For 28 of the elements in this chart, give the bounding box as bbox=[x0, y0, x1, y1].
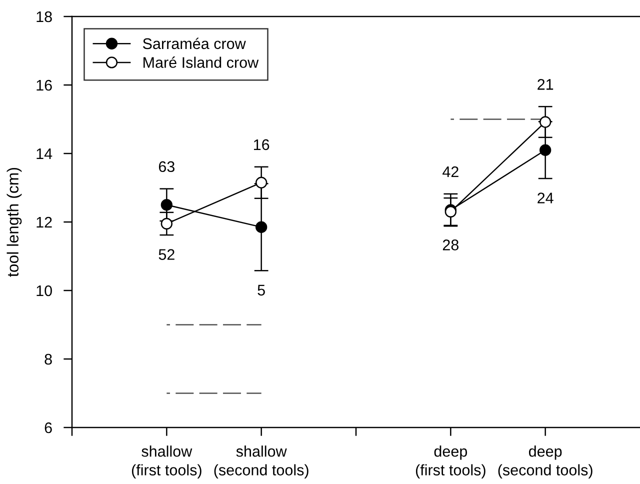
x-tick-label: shallow (first tools) bbox=[132, 446, 202, 478]
point bbox=[256, 176, 268, 188]
y-tick-label: 10 bbox=[36, 285, 52, 296]
point bbox=[540, 116, 552, 128]
point bbox=[256, 221, 268, 233]
y-tick-label: 14 bbox=[36, 148, 52, 160]
annotation: 5 bbox=[258, 284, 265, 296]
y-axis-title: tool length (cm) bbox=[6, 168, 22, 277]
y-tick-label: 18 bbox=[36, 11, 52, 22]
y-tick-label: 8 bbox=[44, 354, 52, 365]
y-tick-label: 12 bbox=[36, 216, 52, 228]
x-tick-label: deep (first tools) bbox=[416, 446, 486, 478]
annotation: 28 bbox=[442, 240, 458, 250]
annotation: 63 bbox=[158, 161, 174, 172]
point bbox=[540, 144, 552, 156]
annotation: 21 bbox=[538, 79, 554, 90]
point bbox=[160, 218, 172, 230]
y-tick-label: 6 bbox=[44, 422, 52, 434]
point bbox=[160, 199, 172, 211]
legend-label: Sarraméa crow bbox=[142, 38, 246, 50]
legend-label: Maré Island crow bbox=[144, 56, 259, 68]
annotation: 52 bbox=[158, 249, 174, 260]
x-tick-label: shallow (second tools) bbox=[214, 446, 308, 478]
annotation: 16 bbox=[254, 139, 270, 150]
annotation: 24 bbox=[538, 192, 554, 204]
y-tick-label: 16 bbox=[36, 80, 52, 91]
annotation: 42 bbox=[442, 166, 458, 178]
x-tick-label: deep (second tools) bbox=[498, 446, 592, 478]
